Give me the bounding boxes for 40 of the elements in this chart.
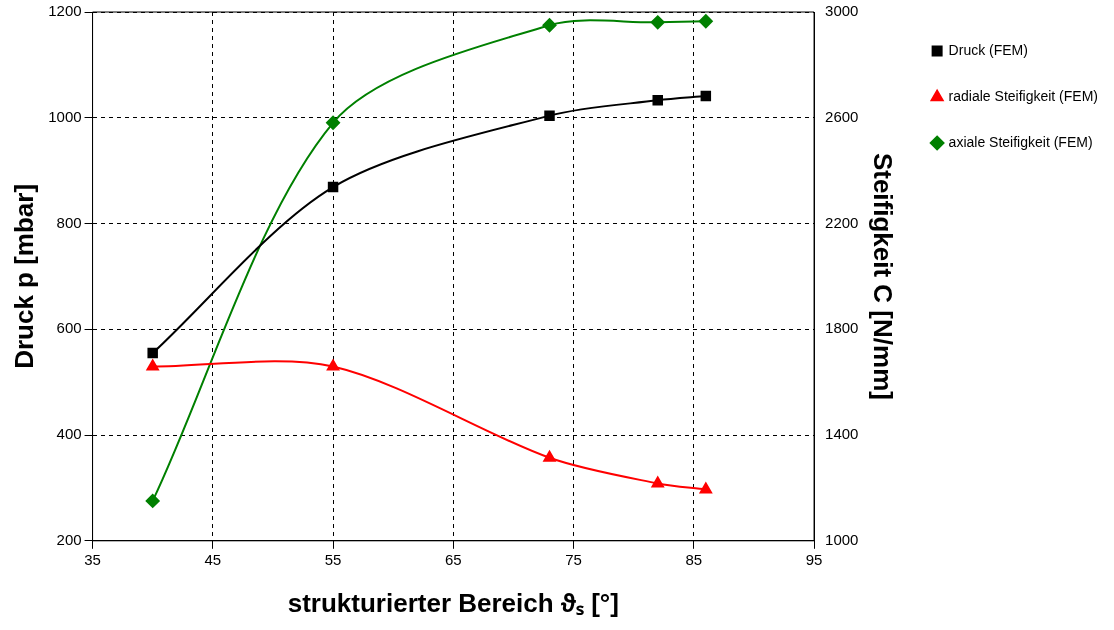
point (326, 359, 340, 371)
y-tick-label: 200 (56, 530, 82, 548)
x-tick-label: 95 (805, 550, 823, 568)
legend-label: Druck (FEM) (948, 41, 1028, 58)
y2-tick-label: 1000 (825, 530, 859, 548)
x-tick-label: 85 (685, 550, 703, 568)
point (542, 18, 557, 33)
y-tick-label: 800 (56, 213, 82, 231)
y-tick-label: 1200 (48, 2, 82, 20)
point (700, 90, 712, 102)
point (650, 15, 665, 30)
point (147, 347, 158, 359)
y2-axis-title: Steifigkeit C [N/mm] (867, 152, 898, 400)
y2-tick-label: 1400 (825, 425, 859, 443)
y-tick-label: 400 (56, 425, 82, 443)
y2-tick-label: 3000 (825, 2, 859, 20)
y-axis-title: Druck p [mbar] (8, 183, 39, 369)
y2-tick-label: 2200 (825, 213, 859, 231)
point (326, 115, 341, 130)
point (652, 95, 663, 106)
point (145, 493, 160, 508)
point (543, 450, 556, 462)
x-tick-label: 55 (324, 550, 342, 568)
y2-tick-label: 2600 (825, 107, 859, 125)
x-tick-label: 65 (444, 550, 462, 568)
y2-tick-label: 1800 (825, 319, 859, 337)
legend-label: radiale Steifigkeit (FEM) (948, 87, 1099, 104)
x-tick-label: 75 (565, 550, 582, 568)
point (146, 359, 159, 371)
point (699, 482, 713, 494)
point (327, 181, 339, 193)
y-tick-label: 600 (56, 319, 82, 337)
point (651, 476, 664, 488)
x-tick-label: 45 (204, 550, 222, 568)
point (698, 14, 713, 29)
legend-label: axiale Steifigkeit (FEM) (948, 133, 1093, 150)
x-axis-title: strukturierter Bereich ϑₛ [°] (287, 587, 619, 618)
y-tick-label: 1000 (48, 107, 82, 125)
x-tick-label: 35 (84, 550, 101, 568)
point (544, 110, 555, 121)
